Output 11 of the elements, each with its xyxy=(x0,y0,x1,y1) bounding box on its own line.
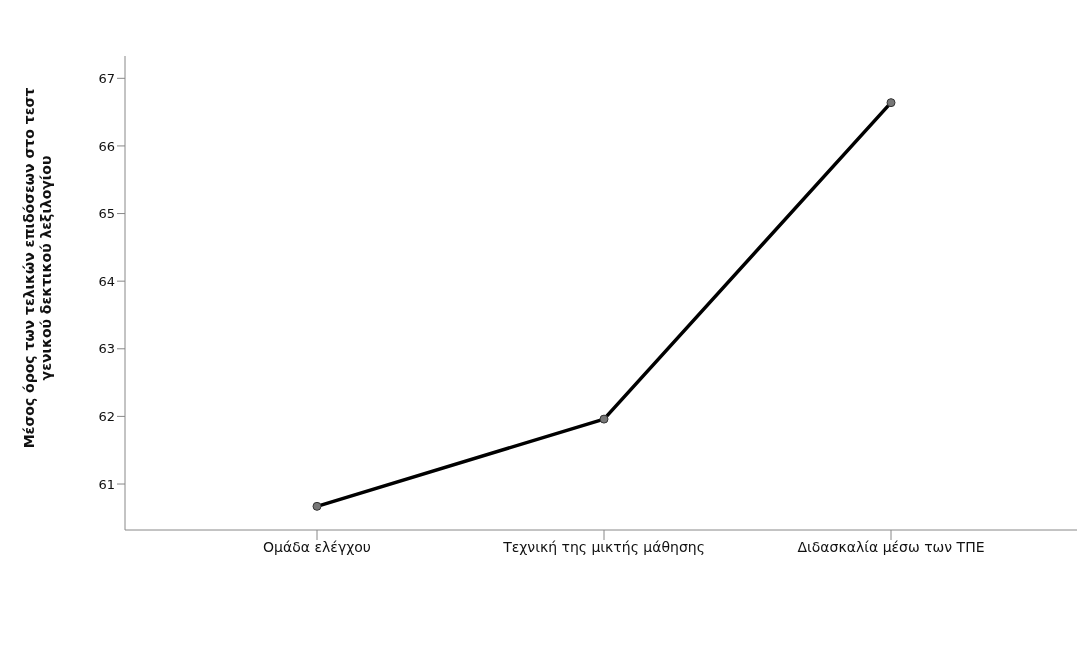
y-tick-label: 62 xyxy=(98,409,115,425)
y-axis-title: Μέσος όρος των τελικών επιδόσεων στο τεστ γενικού δεκτικού λεξιλογίου xyxy=(21,86,55,451)
y-tick-label: 64 xyxy=(98,273,115,289)
x-tick-label: Τεχνική της μικτής μάθησης xyxy=(502,538,705,555)
y-tick-label: 66 xyxy=(98,138,115,154)
x-tick-label: Διδασκαλία μέσω των ΤΠΕ xyxy=(797,538,985,555)
y-tick-label: 61 xyxy=(98,476,115,492)
y-tick-label: 63 xyxy=(98,341,115,357)
y-tick-label: 67 xyxy=(98,70,115,86)
y-tick-label: 65 xyxy=(98,206,115,222)
x-tick-label: Ομάδα ελέγχου xyxy=(263,538,371,555)
